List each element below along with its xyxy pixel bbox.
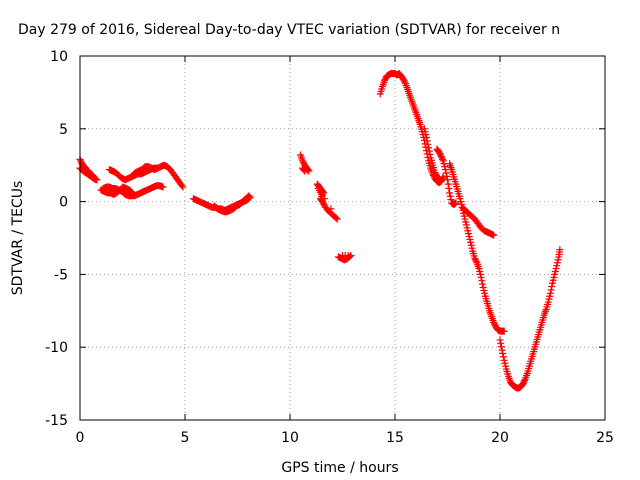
data-point xyxy=(521,377,528,385)
data-point xyxy=(500,353,507,361)
x-tick-label: 15 xyxy=(386,430,404,446)
x-tick-label: 25 xyxy=(596,430,614,446)
data-point xyxy=(245,192,253,200)
y-tick-label: 0 xyxy=(59,195,68,211)
data-point xyxy=(496,336,504,344)
y-axis-label: SDTVAR / TECUs xyxy=(10,181,26,296)
x-tick-label: 0 xyxy=(76,430,85,446)
data-point xyxy=(318,190,325,198)
data-point xyxy=(499,350,507,358)
data-point xyxy=(178,182,186,190)
data-point xyxy=(556,246,564,254)
data-point xyxy=(435,174,443,182)
data-point xyxy=(490,231,498,239)
grid xyxy=(80,56,605,420)
data-point xyxy=(425,144,433,152)
data-point xyxy=(445,184,453,192)
data-point xyxy=(423,134,430,142)
data-point xyxy=(301,167,309,175)
data-point xyxy=(444,176,451,184)
data-point xyxy=(446,192,454,200)
data-point xyxy=(443,172,451,180)
data-point xyxy=(439,155,447,163)
data-point xyxy=(244,193,252,201)
data-point xyxy=(548,283,556,291)
data-point xyxy=(446,189,454,197)
data-points xyxy=(76,69,564,392)
data-point xyxy=(547,286,555,294)
data-point xyxy=(426,151,434,159)
data-point xyxy=(159,183,167,191)
data-point xyxy=(179,183,187,191)
data-point xyxy=(452,199,460,207)
data-point xyxy=(425,147,433,155)
data-point xyxy=(424,140,432,148)
data-point xyxy=(497,339,505,347)
data-point xyxy=(327,205,335,213)
data-point xyxy=(332,214,340,222)
x-tick-label: 20 xyxy=(491,430,509,446)
y-tick-label: 10 xyxy=(50,49,68,65)
data-point xyxy=(500,327,508,335)
data-point xyxy=(441,166,449,174)
axis-ticks: 0 5 10 15 20 25 -15 -10 -5 0 5 10 xyxy=(45,49,614,446)
data-point xyxy=(444,180,452,188)
data-point xyxy=(339,251,346,259)
data-point xyxy=(423,137,431,145)
x-tick-label: 10 xyxy=(281,430,299,446)
data-point xyxy=(546,289,554,297)
y-tick-label: -10 xyxy=(45,340,68,356)
plot-frame xyxy=(79,55,606,421)
data-point xyxy=(472,257,480,265)
x-tick-label: 5 xyxy=(181,430,190,446)
data-point xyxy=(333,215,341,223)
data-point xyxy=(401,78,409,86)
x-axis-label: GPS time / hours xyxy=(281,460,398,476)
data-point xyxy=(478,277,486,285)
y-tick-label: -15 xyxy=(45,413,68,429)
data-point xyxy=(479,280,486,288)
data-point xyxy=(447,196,455,204)
data-point xyxy=(300,166,308,174)
y-tick-label: -5 xyxy=(54,267,68,283)
data-point xyxy=(91,175,99,183)
data-point xyxy=(92,176,100,184)
data-point xyxy=(442,169,450,177)
data-point xyxy=(321,195,329,203)
data-point xyxy=(498,346,506,354)
data-point xyxy=(477,273,485,281)
y-tick-label: 5 xyxy=(59,122,68,138)
data-point xyxy=(497,343,505,351)
chart-title: Day 279 of 2016, Sidereal Day-to-day VTE… xyxy=(18,22,560,38)
